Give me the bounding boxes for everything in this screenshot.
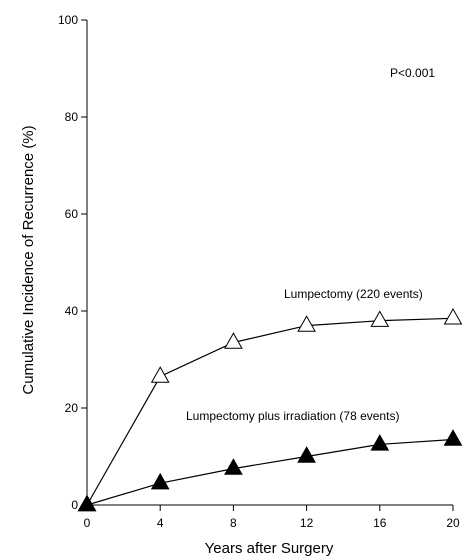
- y-tick-label: 40: [65, 304, 79, 318]
- x-tick-label: 12: [300, 516, 314, 530]
- x-axis-label: Years after Surgery: [205, 540, 334, 557]
- x-tick-label: 4: [157, 516, 164, 530]
- data-point-1-3: [297, 446, 316, 463]
- y-tick-label: 80: [65, 110, 79, 124]
- data-point-1-2: [224, 458, 243, 475]
- series-markers: [77, 307, 463, 512]
- data-point-1-4: [370, 434, 390, 451]
- data-point-1-0: [77, 494, 97, 512]
- series-label-lumpectomy: Lumpectomy (220 events): [284, 287, 423, 301]
- data-point-0-1: [150, 366, 170, 383]
- y-tick-label: 60: [65, 207, 79, 221]
- y-tick-label: 20: [65, 401, 79, 415]
- y-axis-label: Cumulative Incidence of Recurrence (%): [20, 125, 37, 394]
- series-lines: [86, 317, 454, 506]
- x-tick-label: 20: [446, 516, 460, 530]
- data-point-0-5: [443, 307, 463, 325]
- axes: [86, 20, 453, 506]
- x-ticks: 0 4 8 12 16 20: [84, 505, 460, 530]
- p-value-annotation: P<0.001: [390, 66, 435, 80]
- y-ticks: 0 20 40 60 80 100: [58, 13, 87, 512]
- y-tick-label: 0: [71, 498, 78, 512]
- y-tick-label: 100: [58, 13, 78, 27]
- series-line-1: [86, 438, 454, 506]
- series-label-lumpectomy-irradiation: Lumpectomy plus irradiation (78 events): [186, 409, 399, 423]
- x-tick-label: 8: [230, 516, 237, 530]
- series-line-0: [86, 317, 454, 506]
- data-point-1-5: [443, 429, 463, 446]
- data-point-0-3: [297, 315, 316, 332]
- x-tick-label: 0: [84, 516, 91, 530]
- data-point-1-1: [150, 472, 170, 490]
- data-point-0-2: [224, 332, 243, 349]
- x-tick-label: 16: [373, 516, 387, 530]
- data-point-0-4: [370, 310, 390, 327]
